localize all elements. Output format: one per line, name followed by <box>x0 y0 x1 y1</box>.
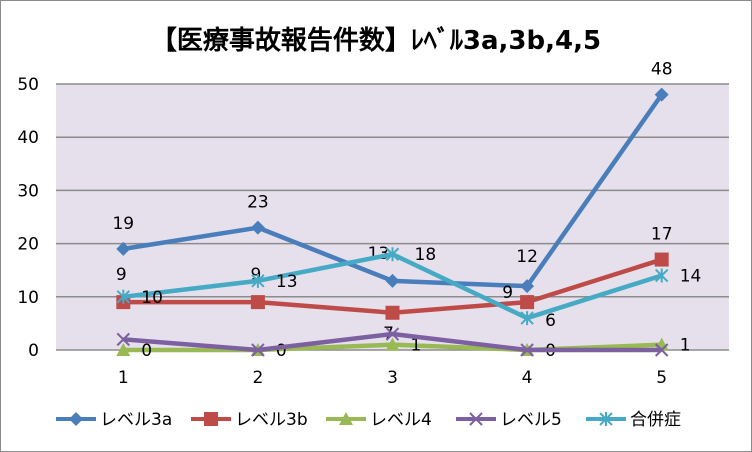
data-label: 1 <box>680 336 691 356</box>
data-point-marker <box>520 311 534 326</box>
legend-label: レベル4 <box>370 410 432 430</box>
legend-marker-icon <box>469 412 483 426</box>
data-point-marker <box>116 332 131 347</box>
legend-item: レベル3a <box>56 410 172 430</box>
data-label: 23 <box>247 193 269 213</box>
y-tick-label: 0 <box>28 341 39 361</box>
legend-label: レベル3b <box>235 410 308 430</box>
series-合併症: 10 13 18 6 14 <box>116 245 702 331</box>
legend-label: レベル3a <box>100 410 172 430</box>
legend-item: レベル3b <box>191 410 308 430</box>
data-point-marker <box>116 289 131 304</box>
data-point-marker <box>250 220 265 235</box>
data-label: 13 <box>276 272 298 292</box>
data-point-marker <box>385 247 400 262</box>
data-point-marker <box>116 343 131 356</box>
data-label: 18 <box>415 245 437 265</box>
y-tick-label: 10 <box>17 288 39 308</box>
data-point-marker <box>520 279 535 294</box>
x-tick-label: 3 <box>387 368 398 388</box>
data-point-marker <box>251 273 265 288</box>
data-label: 0 <box>276 341 287 361</box>
data-point-marker <box>654 252 669 267</box>
legend-label: 合併症 <box>630 410 681 430</box>
data-point-marker <box>654 268 669 283</box>
data-point-marker <box>385 273 400 288</box>
data-point-marker <box>385 327 400 341</box>
data-point-marker <box>250 295 265 310</box>
y-tick-label: 20 <box>17 235 39 255</box>
y-tick-label: 30 <box>17 181 39 201</box>
x-tick-label: 2 <box>252 368 263 388</box>
legend-item: 合併症 <box>586 410 681 430</box>
data-label: 6 <box>545 311 556 331</box>
data-point-marker <box>116 241 131 256</box>
data-label: 9 <box>116 265 127 285</box>
data-point-marker <box>385 305 400 320</box>
x-tick-label: 5 <box>656 368 667 388</box>
legend-label: レベル5 <box>500 410 562 430</box>
legend-marker-icon <box>339 412 353 425</box>
plot-area <box>56 84 729 350</box>
y-tick-label: 50 <box>17 75 39 95</box>
data-label: 17 <box>651 225 673 245</box>
data-point-marker <box>520 343 534 357</box>
legend-marker-icon <box>599 412 613 426</box>
data-label: 19 <box>112 214 134 234</box>
data-point-marker <box>654 87 669 102</box>
data-label: 9 <box>502 283 513 303</box>
legend-marker-icon <box>69 412 83 426</box>
data-label: 12 <box>516 247 538 267</box>
legend-item: レベル5 <box>456 410 562 430</box>
data-label: 10 <box>141 288 163 308</box>
data-point-marker <box>520 295 535 310</box>
legend-item: レベル4 <box>326 410 432 430</box>
chart-title: 【医療事故報告件数】ﾚﾍﾞﾙ3a,3b,4,5 <box>151 25 601 56</box>
data-label: 0 <box>141 341 152 361</box>
data-label: 9 <box>250 265 261 285</box>
data-point-marker <box>251 343 265 357</box>
x-tick-label: 1 <box>118 368 129 388</box>
series-レベル5 <box>116 327 669 357</box>
data-label: 48 <box>651 60 673 80</box>
y-tick-label: 40 <box>17 128 39 148</box>
data-label: 1 <box>411 336 422 356</box>
data-point-marker <box>385 337 400 351</box>
x-tick-label: 4 <box>522 368 533 388</box>
data-point-marker <box>654 343 669 357</box>
data-label: 14 <box>680 267 702 287</box>
legend-marker-icon <box>204 412 218 426</box>
